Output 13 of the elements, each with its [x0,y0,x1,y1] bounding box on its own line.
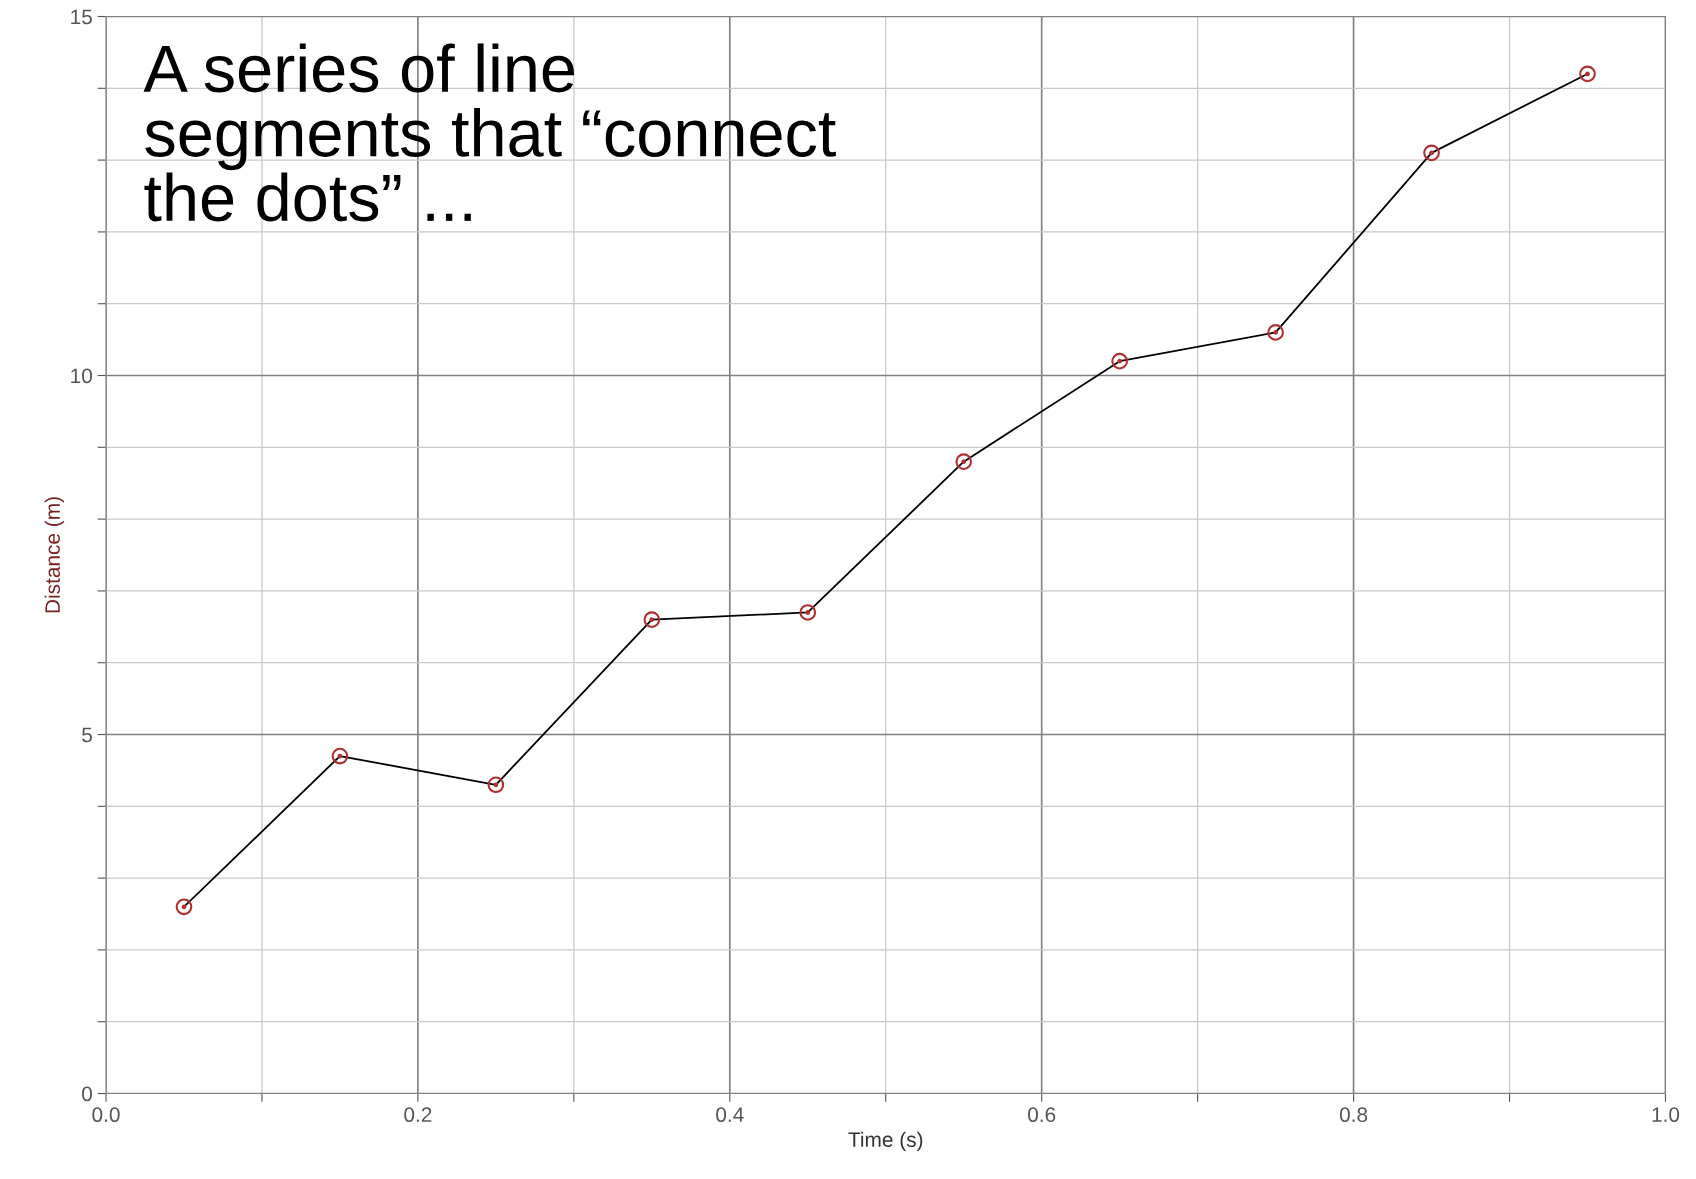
annotation: A series of line segments that “connect the dots” ... [143,43,836,222]
x-tick-label: 0.2 [404,1107,432,1123]
x-tick-label: 0.0 [92,1107,120,1123]
x-tick-label: 0.6 [1028,1107,1056,1123]
x-tick-label: 0.8 [1339,1107,1368,1123]
y-tick-label: 5 [82,727,92,743]
x-tick-label: 0.4 [716,1107,744,1123]
y-tick-label: 0 [82,1086,92,1102]
x-tick-label: 1.0 [1652,1107,1680,1123]
y-axis-title: Distance (m) [44,497,65,613]
y-tick-label: 15 [71,9,92,25]
x-axis-title: Time (s) [848,1131,923,1152]
y-tick-label: 10 [71,368,92,384]
